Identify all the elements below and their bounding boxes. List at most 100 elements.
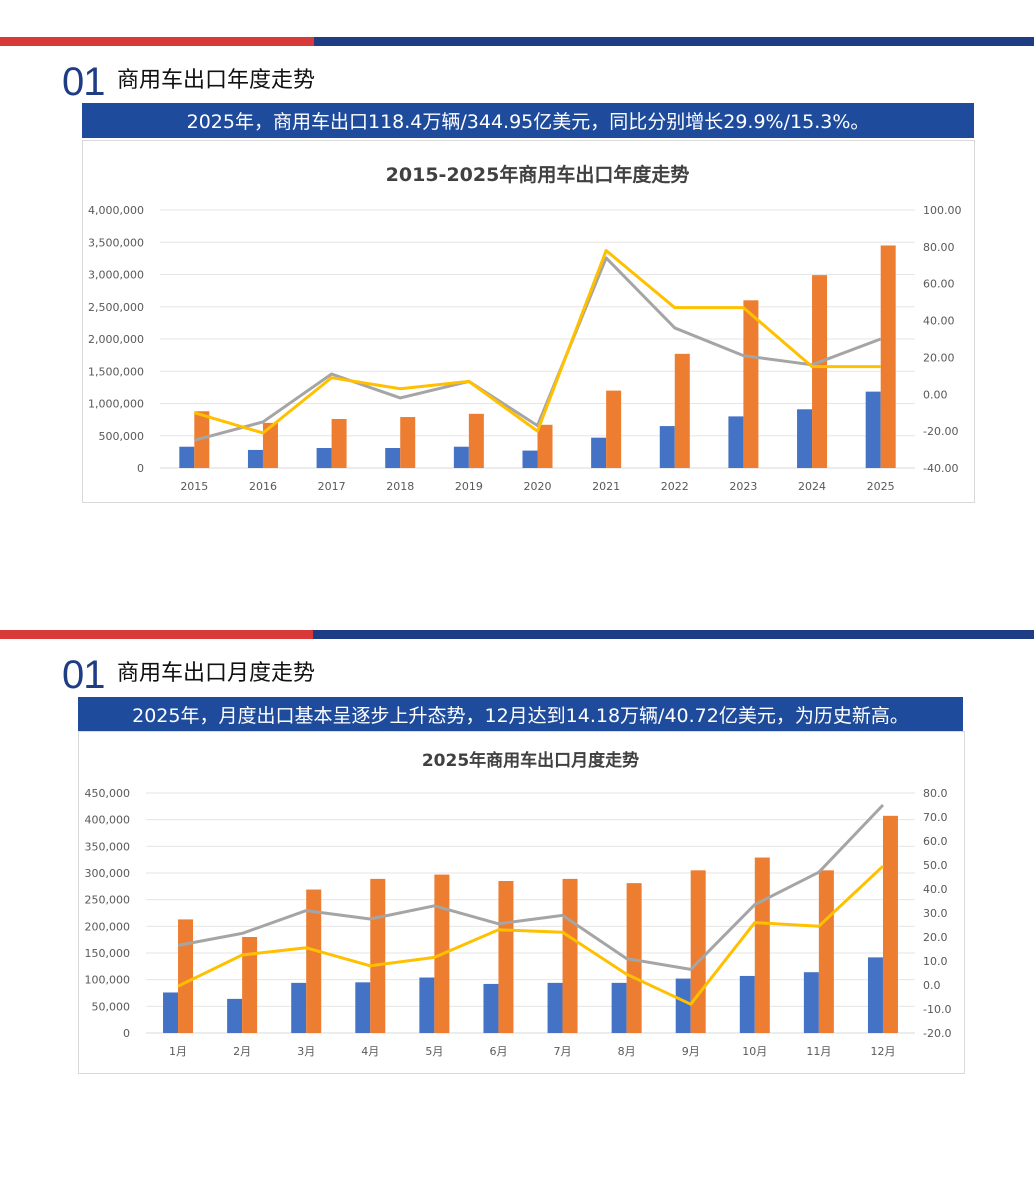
bar-volume — [247, 449, 263, 468]
bar-value — [812, 275, 828, 468]
bar-value — [178, 919, 194, 1033]
y-tick-label: 400,000 — [85, 814, 131, 827]
bar-volume — [179, 446, 195, 468]
x-tick-label: 2025 — [867, 480, 895, 493]
bar-value — [262, 422, 278, 468]
y-tick-label: 500,000 — [99, 430, 145, 443]
x-tick-label: 10月 — [742, 1045, 767, 1058]
section-2-title: 商用车出口月度走势 — [117, 661, 316, 686]
monthly-chart: 2025年商用车出口月度走势 0 50,000 100,000 150,000 200,0… — [85, 750, 952, 1058]
y2-tick-label: 40.00 — [923, 315, 955, 328]
bar-value — [306, 889, 322, 1033]
section-2-accent-blue — [313, 630, 1034, 639]
bar-value — [743, 300, 759, 468]
section-1-banner: 2025年，商用车出口118.4万辆/344.95亿美元，同比分别增长29.9%… — [82, 103, 974, 138]
bar-volume — [739, 975, 755, 1033]
y2-tick-label: 40.0 — [923, 883, 948, 896]
bar-volume — [453, 446, 469, 468]
x-tick-label: 12月 — [870, 1045, 895, 1058]
x-tick-label: 3月 — [297, 1045, 315, 1058]
x-tick-label: 4月 — [361, 1045, 379, 1058]
line-value_yoy — [193, 249, 881, 435]
y2-tick-label: 60.00 — [923, 278, 955, 291]
x-tick-label: 2022 — [661, 480, 689, 493]
bar-volume — [355, 982, 371, 1033]
y2-tick-label: 0.00 — [923, 388, 948, 401]
monthly-chart-frame: 2025年商用车出口月度走势 0 50,000 100,000 150,000 200,0… — [78, 731, 965, 1074]
y2-tick-label: 10.0 — [923, 955, 948, 968]
y2-tick-label: -10.0 — [923, 1003, 951, 1016]
section-1-accent-red — [0, 37, 314, 46]
x-tick-label: 2019 — [455, 480, 483, 493]
y-tick-label: 2,000,000 — [88, 333, 144, 346]
bar-value — [537, 424, 553, 468]
section-2-banner: 2025年，月度出口基本呈逐步上升态势，12月达到14.18万辆/40.72亿美… — [78, 697, 963, 731]
bar-value — [690, 870, 706, 1033]
x-tick-label: 2018 — [386, 480, 414, 493]
bar-volume — [865, 391, 881, 468]
chart-title: 2015-2025年商用车出口年度走势 — [386, 163, 690, 186]
y2-tick-label: 20.0 — [923, 931, 948, 944]
x-tick-label: 2021 — [592, 480, 620, 493]
bar-volume — [483, 983, 499, 1033]
y2-tick-label: 80.00 — [923, 241, 955, 254]
y2-tick-label: -20.0 — [923, 1027, 951, 1040]
y2-tick-label: 80.0 — [923, 787, 948, 800]
y-tick-label: 1,000,000 — [88, 398, 144, 411]
annual-chart-frame: 2015-2025年商用车出口年度走势 0 500,000 1,000,000 1,50… — [82, 140, 975, 503]
annual-chart: 2015-2025年商用车出口年度走势 0 500,000 1,000,000 1,50… — [88, 163, 962, 493]
bar-value — [882, 815, 898, 1033]
bar-value — [754, 857, 770, 1033]
y2-tick-label: 0.0 — [923, 979, 941, 992]
bar-value — [626, 883, 642, 1033]
bar-value — [606, 390, 622, 468]
y2-tick-label: -40.00 — [923, 462, 958, 475]
x-tick-label: 2017 — [318, 480, 346, 493]
x-tick-label: 1月 — [169, 1045, 187, 1058]
bar-volume — [522, 450, 538, 468]
bar-volume — [728, 416, 744, 468]
bar-volume — [675, 978, 691, 1033]
x-tick-label: 2016 — [249, 480, 277, 493]
x-tick-label: 5月 — [425, 1045, 443, 1058]
bar-value — [370, 878, 386, 1033]
bar-volume — [291, 982, 307, 1033]
y-tick-label: 2,500,000 — [88, 301, 144, 314]
y-tick-label: 0 — [137, 462, 144, 475]
y-tick-label: 0 — [123, 1027, 130, 1040]
section-2-number: 01 — [62, 653, 105, 697]
bar-volume — [803, 972, 819, 1033]
y-tick-label: 350,000 — [85, 840, 131, 853]
y2-tick-label: 20.00 — [923, 351, 955, 364]
section-2-accent-red — [0, 630, 313, 639]
bar-value — [498, 881, 514, 1033]
bar-volume — [797, 409, 813, 468]
line-value_yoy — [177, 865, 884, 1006]
bar-volume — [547, 982, 563, 1033]
x-tick-label: 2015 — [180, 480, 208, 493]
y-tick-label: 450,000 — [85, 787, 131, 800]
x-tick-label: 11月 — [806, 1045, 831, 1058]
y2-tick-label: 60.0 — [923, 835, 948, 848]
x-tick-label: 2024 — [798, 480, 826, 493]
y2-tick-label: 100.00 — [923, 204, 962, 217]
y-tick-label: 50,000 — [92, 1000, 131, 1013]
bar-volume — [316, 448, 332, 468]
x-tick-label: 2月 — [233, 1045, 251, 1058]
bar-value — [880, 245, 896, 468]
y2-tick-label: -20.00 — [923, 425, 958, 438]
bar-volume — [591, 437, 607, 468]
bar-volume — [227, 998, 243, 1033]
line-volume_yoy — [177, 803, 885, 971]
bar-value — [674, 353, 690, 468]
y-tick-label: 4,000,000 — [88, 204, 144, 217]
y2-tick-label: 70.0 — [923, 811, 948, 824]
x-tick-label: 2023 — [729, 480, 757, 493]
bar-volume — [659, 426, 675, 468]
bar-volume — [163, 992, 179, 1033]
line-volume_yoy — [193, 256, 882, 442]
y-tick-label: 150,000 — [85, 947, 131, 960]
bar-volume — [385, 448, 401, 468]
x-tick-label: 2020 — [524, 480, 552, 493]
y-tick-label: 3,500,000 — [88, 236, 144, 249]
